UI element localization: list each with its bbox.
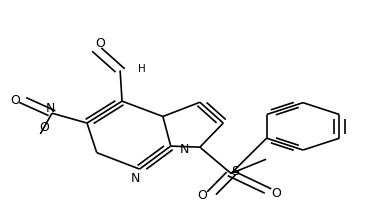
Text: O: O	[271, 187, 281, 200]
Text: O: O	[39, 121, 49, 134]
Text: N: N	[180, 143, 189, 156]
Text: O: O	[96, 37, 105, 50]
Text: N: N	[45, 102, 55, 115]
Text: N: N	[131, 172, 140, 185]
Text: S: S	[231, 165, 239, 178]
Text: O: O	[10, 93, 20, 107]
Text: O: O	[197, 189, 207, 202]
Text: H: H	[138, 64, 145, 74]
